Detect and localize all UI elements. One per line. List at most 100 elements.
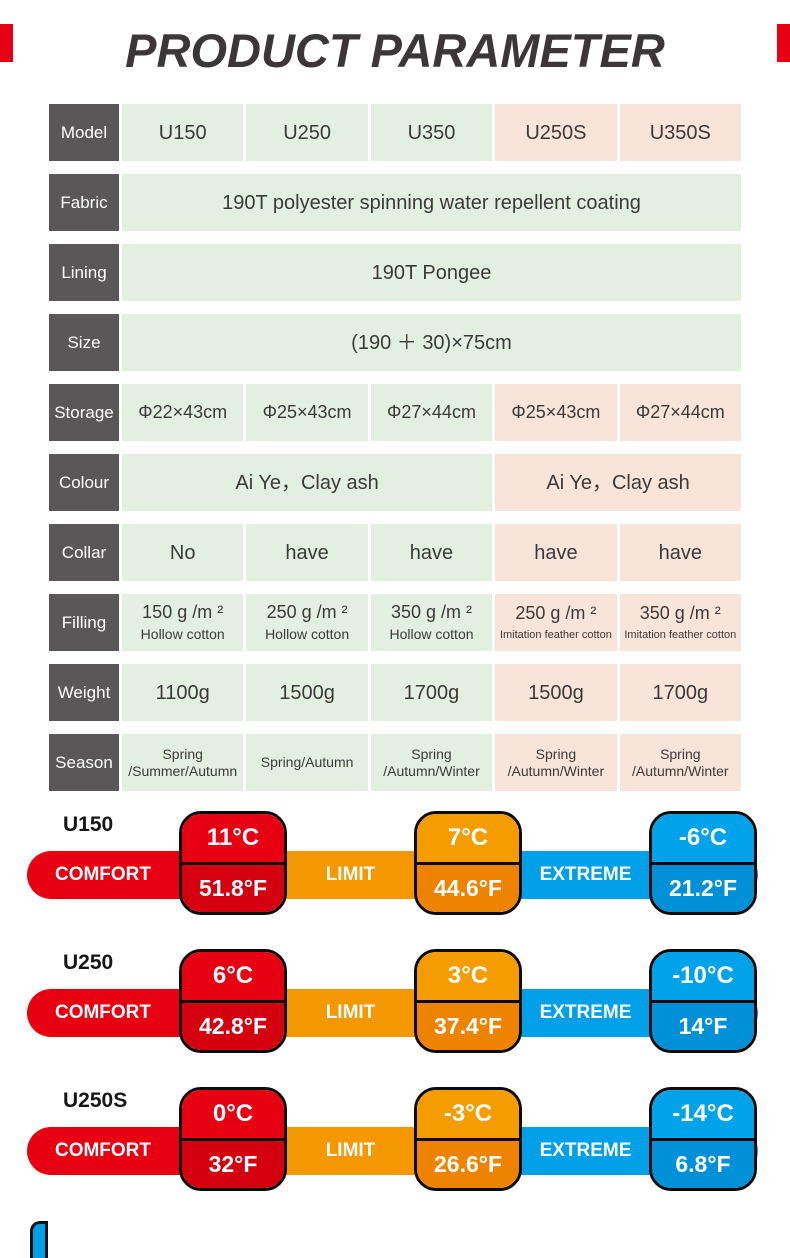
comfort-celsius: 11°C <box>182 814 284 862</box>
extreme-celsius: -14°C <box>652 1090 754 1138</box>
comfort-celsius: 6°C <box>182 952 284 1000</box>
limit-capsule: -3°C 26.6°F <box>414 1087 522 1192</box>
filling-type: Hollow cotton <box>265 626 350 643</box>
cell-collar-u150: No <box>122 524 244 582</box>
limit-celsius: -3°C <box>417 1090 519 1138</box>
limit-celsius: 3°C <box>417 952 519 1000</box>
filling-type: Hollow cotton <box>389 626 474 643</box>
cell-model-u250: U250 <box>246 104 368 162</box>
row-label-model: Model <box>49 104 119 162</box>
cell-storage-u350: Φ27×44cm <box>370 384 493 442</box>
table-row-colour: Colour Ai Ye，Clay ash Ai Ye，Clay ash <box>49 454 741 512</box>
temp-section-u150: U150 COMFORT LIMIT EXTREME 11°C 51.8°F 7… <box>27 811 763 916</box>
temp-model-label: U150 <box>63 813 114 837</box>
cell-season-u250s: Spring /Autumn/Winter <box>495 734 617 792</box>
cell-model-u350s: U350S <box>619 104 741 162</box>
filling-amount: 150 g /m ² <box>142 601 224 622</box>
table-row-storage: Storage Φ22×43cm Φ25×43cm Φ27×44cm Φ25×4… <box>49 384 741 442</box>
cell-weight-u250s: 1500g <box>495 664 617 722</box>
comfort-label: COMFORT <box>54 1002 152 1024</box>
cell-filling-u350s: 350 g /m ² Imitation feather cotton <box>619 594 741 652</box>
limit-fahrenheit: 26.6°F <box>417 1137 519 1189</box>
limit-capsule: 3°C 37.4°F <box>414 949 522 1054</box>
cell-collar-u350: have <box>370 524 493 582</box>
cutoff-next-section-decor <box>30 1221 48 1258</box>
extreme-capsule: -10°C 14°F <box>649 949 757 1054</box>
cell-model-u250s: U250S <box>495 104 617 162</box>
extreme-capsule: -14°C 6.8°F <box>649 1087 757 1192</box>
limit-capsule: 7°C 44.6°F <box>414 811 522 916</box>
limit-label: LIMIT <box>325 1002 376 1024</box>
cell-season-u250: Spring/Autumn <box>246 734 368 792</box>
row-label-weight: Weight <box>49 664 119 722</box>
cell-storage-u350s: Φ27×44cm <box>619 384 741 442</box>
cell-size: (190 ＋ 30)×75cm <box>122 314 741 372</box>
cell-collar-u250s: have <box>495 524 617 582</box>
extreme-celsius: -6°C <box>652 814 754 862</box>
row-label-lining: Lining <box>49 244 119 302</box>
filling-type: Imitation feather cotton <box>624 628 737 641</box>
cell-weight-u150: 1100g <box>122 664 244 722</box>
cell-fabric: 190T polyester spinning water repellent … <box>122 174 741 232</box>
comfort-fahrenheit: 42.8°F <box>182 999 284 1051</box>
row-label-fabric: Fabric <box>49 174 119 232</box>
filling-amount: 350 g /m ² <box>639 603 721 624</box>
corner-accent-right-decor <box>777 24 790 62</box>
season-line1: Spring <box>411 745 452 762</box>
cell-model-u350: U350 <box>370 104 493 162</box>
temperature-ratings: U150 COMFORT LIMIT EXTREME 11°C 51.8°F 7… <box>0 811 790 1192</box>
table-row-lining: Lining 190T Pongee <box>49 244 741 302</box>
season-line1: Spring <box>162 745 203 762</box>
cell-season-u350s: Spring /Autumn/Winter <box>619 734 741 792</box>
filling-amount: 250 g /m ² <box>515 603 597 624</box>
season-line2: /Autumn/Winter <box>632 762 729 779</box>
temp-section-u250: U250 COMFORT LIMIT EXTREME 6°C 42.8°F 3°… <box>27 949 763 1054</box>
cell-season-u350: Spring /Autumn/Winter <box>370 734 493 792</box>
row-label-size: Size <box>49 314 119 372</box>
limit-label: LIMIT <box>325 1140 376 1162</box>
parameter-table: Model U150 U250 U350 U250S U350S Fabric … <box>49 104 741 792</box>
corner-accent-left-decor <box>0 24 13 62</box>
page-title: PRODUCT PARAMETER <box>125 24 665 77</box>
comfort-label: COMFORT <box>54 1140 152 1162</box>
comfort-capsule: 0°C 32°F <box>179 1087 287 1192</box>
cell-storage-u250s: Φ25×43cm <box>495 384 617 442</box>
cell-season-u150: Spring /Summer/Autumn <box>122 734 244 792</box>
comfort-capsule: 11°C 51.8°F <box>179 811 287 916</box>
extreme-label: EXTREME <box>539 864 632 886</box>
cell-weight-u350s: 1700g <box>619 664 741 722</box>
season-line2: /Autumn/Winter <box>383 762 480 779</box>
cell-filling-u250: 250 g /m ² Hollow cotton <box>246 594 368 652</box>
extreme-celsius: -10°C <box>652 952 754 1000</box>
season-line2: /Autumn/Winter <box>507 762 605 779</box>
table-row-model: Model U150 U250 U350 U250S U350S <box>49 104 741 162</box>
cell-storage-u250: Φ25×43cm <box>246 384 368 442</box>
comfort-label: COMFORT <box>54 864 152 886</box>
comfort-fahrenheit: 51.8°F <box>182 861 284 913</box>
season-line2: /Summer/Autumn <box>128 762 238 779</box>
filling-amount: 350 g /m ² <box>390 601 473 622</box>
row-label-colour: Colour <box>49 454 119 512</box>
comfort-capsule: 6°C 42.8°F <box>179 949 287 1054</box>
temp-section-u250s: U250S COMFORT LIMIT EXTREME 0°C 32°F -3°… <box>27 1087 763 1192</box>
extreme-label: EXTREME <box>539 1140 632 1162</box>
cell-filling-u150: 150 g /m ² Hollow cotton <box>122 594 244 652</box>
row-label-collar: Collar <box>49 524 119 582</box>
row-label-filling: Filling <box>49 594 119 652</box>
cell-collar-u350s: have <box>619 524 741 582</box>
row-label-storage: Storage <box>49 384 119 442</box>
comfort-celsius: 0°C <box>182 1090 284 1138</box>
filling-type: Hollow cotton <box>140 626 225 643</box>
table-row-fabric: Fabric 190T polyester spinning water rep… <box>49 174 741 232</box>
row-label-season: Season <box>49 734 119 792</box>
table-row-season: Season Spring /Summer/Autumn Spring/Autu… <box>49 734 741 792</box>
extreme-label: EXTREME <box>539 1002 632 1024</box>
limit-label: LIMIT <box>325 864 376 886</box>
filling-type: Imitation feather cotton <box>499 628 612 641</box>
table-row-collar: Collar No have have have have <box>49 524 741 582</box>
table-row-weight: Weight 1100g 1500g 1700g 1500g 1700g <box>49 664 741 722</box>
cell-weight-u350: 1700g <box>370 664 493 722</box>
season-line1: Spring/Autumn <box>260 754 354 771</box>
cell-filling-u350: 350 g /m ² Hollow cotton <box>370 594 493 652</box>
temp-model-label: U250S <box>63 1089 128 1113</box>
